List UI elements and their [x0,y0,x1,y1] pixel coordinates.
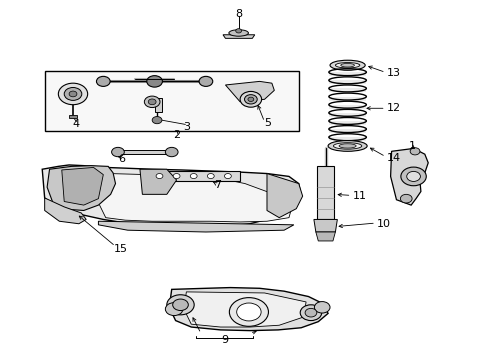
Ellipse shape [339,144,356,148]
Circle shape [64,87,82,100]
Polygon shape [69,115,77,118]
Polygon shape [329,80,367,84]
Circle shape [315,302,330,313]
Circle shape [148,99,156,105]
Text: 3: 3 [183,122,190,132]
Circle shape [236,29,242,33]
Circle shape [245,95,257,104]
Ellipse shape [330,60,365,70]
Polygon shape [147,98,162,112]
Circle shape [190,174,197,179]
Bar [45,71,299,131]
Ellipse shape [328,140,367,151]
Polygon shape [329,96,367,101]
Text: 9: 9 [221,334,228,345]
Polygon shape [62,167,103,205]
Polygon shape [329,105,367,109]
Polygon shape [329,129,367,133]
Polygon shape [169,288,328,330]
Circle shape [207,174,214,179]
Circle shape [165,147,178,157]
Circle shape [401,167,426,186]
Circle shape [300,305,322,320]
Circle shape [407,171,420,181]
Circle shape [156,174,163,179]
Text: 5: 5 [264,118,271,128]
Polygon shape [45,198,86,224]
Polygon shape [98,221,294,232]
Polygon shape [140,169,176,194]
Polygon shape [329,89,367,93]
Text: 6: 6 [118,154,125,164]
Polygon shape [116,150,174,154]
Ellipse shape [341,63,354,67]
Text: 2: 2 [173,130,180,140]
Circle shape [147,76,162,87]
Circle shape [400,194,412,203]
Circle shape [145,96,160,108]
Polygon shape [314,220,337,232]
Polygon shape [329,72,367,76]
Text: 8: 8 [235,9,242,19]
Text: 13: 13 [387,68,401,78]
Circle shape [229,298,269,326]
Circle shape [410,148,420,155]
Circle shape [167,295,194,315]
Polygon shape [391,148,428,205]
Circle shape [58,83,88,105]
Circle shape [199,76,213,86]
Text: 15: 15 [113,244,127,254]
Polygon shape [329,137,367,141]
Circle shape [224,174,231,179]
Circle shape [69,91,77,97]
Text: 1: 1 [409,141,416,151]
Text: 7: 7 [215,180,221,190]
Polygon shape [147,171,240,181]
Polygon shape [84,173,292,222]
Ellipse shape [335,63,360,68]
Circle shape [237,303,261,321]
Ellipse shape [229,30,248,36]
Polygon shape [329,121,367,125]
Polygon shape [316,232,335,241]
Text: 10: 10 [377,219,391,229]
Circle shape [173,174,180,179]
Circle shape [248,97,254,102]
Circle shape [240,91,262,107]
Text: 12: 12 [387,103,401,113]
Polygon shape [317,166,334,220]
Polygon shape [225,81,274,102]
Polygon shape [223,35,255,39]
Polygon shape [184,292,306,327]
Text: 14: 14 [387,153,401,163]
Polygon shape [42,165,301,227]
Text: 11: 11 [352,191,367,201]
Circle shape [152,117,162,124]
Polygon shape [267,174,303,218]
Ellipse shape [333,143,362,149]
Circle shape [97,76,110,86]
Circle shape [172,299,188,311]
Circle shape [165,303,183,316]
Text: 4: 4 [73,119,80,129]
Circle shape [305,309,317,317]
Polygon shape [47,166,116,211]
Polygon shape [329,113,367,117]
Circle shape [112,147,124,157]
